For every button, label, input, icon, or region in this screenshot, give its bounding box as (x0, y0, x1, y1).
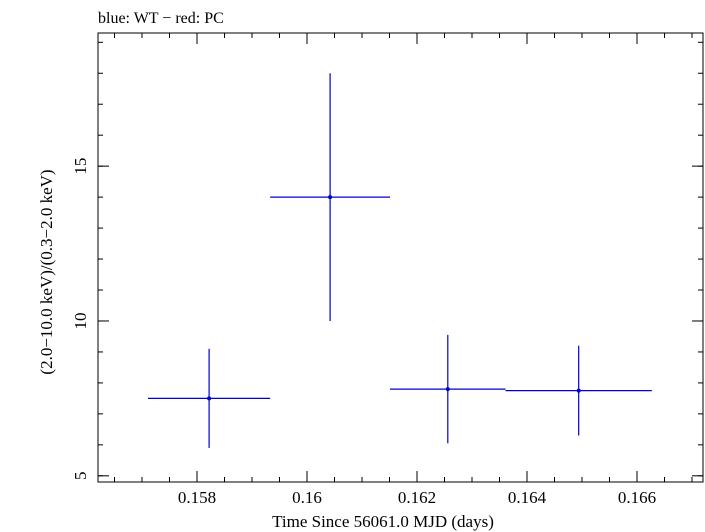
axis-tick-labels: 0.158 0.16 0.162 0.164 0.166 5 10 15 (71, 158, 656, 507)
data-point (148, 348, 271, 448)
x-tick-label: 0.164 (508, 488, 547, 507)
data-point (505, 345, 652, 436)
x-axis-label: Time Since 56061.0 MJD (days) (272, 512, 494, 531)
axis-ticks (98, 33, 703, 482)
data-point (390, 334, 506, 444)
x-tick-label: 0.162 (398, 488, 436, 507)
x-tick-label: 0.158 (178, 488, 216, 507)
y-tick-label: 5 (71, 472, 90, 481)
y-tick-label: 15 (71, 158, 90, 175)
point-marker (445, 387, 450, 392)
data-points (148, 73, 652, 448)
point-marker (207, 396, 212, 401)
x-tick-label: 0.166 (618, 488, 656, 507)
y-tick-label: 10 (71, 312, 90, 329)
y-axis-label: (2.0−10.0 keV)/(0.3−2.0 keV) (37, 169, 56, 374)
chart-title: blue: WT − red: PC (98, 10, 224, 27)
data-point (270, 73, 391, 321)
point-marker (576, 388, 581, 393)
x-tick-label: 0.16 (292, 488, 322, 507)
point-marker (328, 195, 333, 200)
plot-frame (97, 32, 704, 483)
